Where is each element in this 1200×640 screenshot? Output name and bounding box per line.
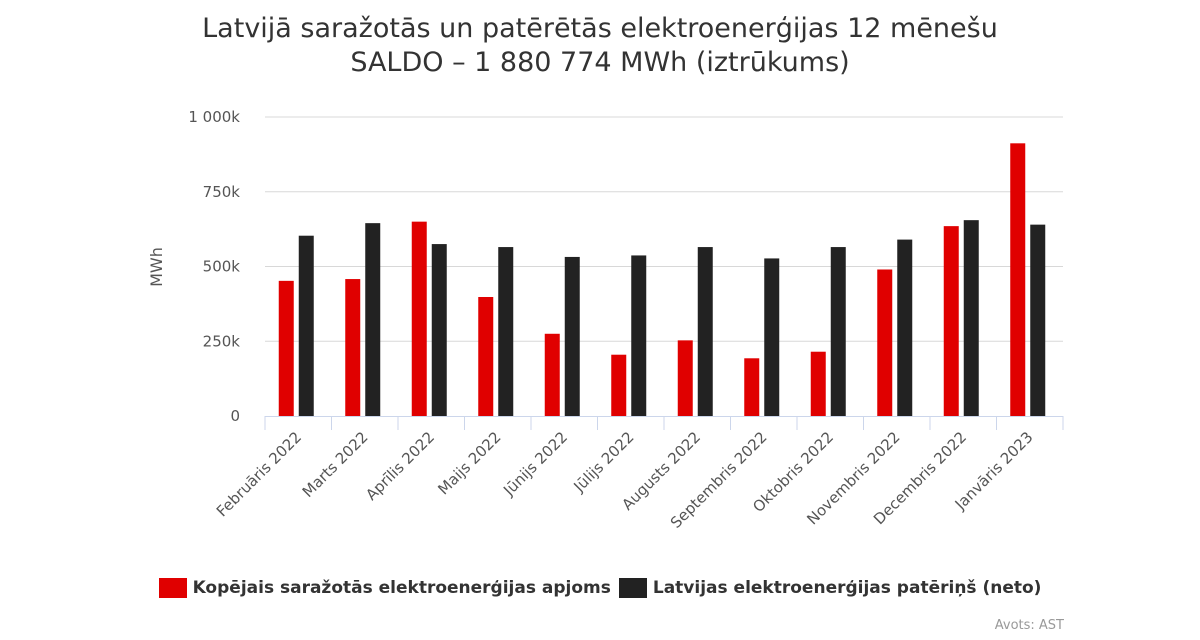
x-tick-label: Jūlijs 2022 xyxy=(570,428,638,496)
bar-production xyxy=(877,269,893,416)
legend-swatch-consumption xyxy=(618,578,647,598)
x-tick-label: Jūnijs 2022 xyxy=(499,428,571,500)
bar-consumption xyxy=(298,235,314,416)
bar-consumption xyxy=(1030,224,1046,416)
x-tick-label: Maijs 2022 xyxy=(434,428,504,498)
bar-production xyxy=(677,340,693,416)
bar-production xyxy=(544,333,560,416)
y-axis-title: MWh xyxy=(147,247,166,287)
x-tick-label: Marts 2022 xyxy=(299,428,372,501)
y-tick-label: 0 xyxy=(230,407,240,425)
y-tick-label: 500k xyxy=(203,258,241,276)
bar-consumption xyxy=(564,256,580,416)
bar-production xyxy=(1010,143,1026,416)
legend-swatch-production xyxy=(158,578,187,598)
source-credit: Avots: AST xyxy=(994,618,1064,633)
bar-production xyxy=(478,296,494,416)
chart-subtitle: SALDO – 1 880 774 MWh (iztrūkums) xyxy=(350,47,850,78)
bar-production xyxy=(943,226,959,416)
chart-title-block: Latvijā saražotās un patērētās elektroen… xyxy=(0,12,1200,80)
bar-consumption xyxy=(431,244,447,416)
legend: Kopējais saražotās elektroenerģijas apjo… xyxy=(0,578,1200,598)
legend-item-consumption[interactable]: Latvijas elektroenerģijas patēriņš (neto… xyxy=(618,578,1042,598)
y-tick-label: 250k xyxy=(203,332,241,350)
x-tick-label: Aprīlis 2022 xyxy=(362,428,438,504)
bar-consumption xyxy=(897,239,913,416)
y-tick-label: 750k xyxy=(203,183,241,201)
bar-consumption xyxy=(365,223,381,416)
legend-label-production: Kopējais saražotās elektroenerģijas apjo… xyxy=(192,578,611,598)
bar-production xyxy=(744,358,760,416)
y-tick-label: 1 000k xyxy=(188,108,240,126)
bar-consumption xyxy=(963,220,979,416)
bar-production xyxy=(611,354,627,416)
chart-title: Latvijā saražotās un patērētās elektroen… xyxy=(202,13,998,44)
bar-production xyxy=(810,351,826,416)
bar-consumption xyxy=(631,255,647,416)
legend-item-production[interactable]: Kopējais saražotās elektroenerģijas apjo… xyxy=(158,578,611,598)
bar-consumption xyxy=(764,258,780,416)
bar-production xyxy=(411,221,427,416)
bar-production xyxy=(278,280,294,416)
bar-production xyxy=(345,279,361,416)
bar-consumption xyxy=(697,247,713,416)
x-tick-label: Februāris 2022 xyxy=(213,428,305,520)
bar-consumption xyxy=(830,247,846,416)
bar-consumption xyxy=(498,247,514,416)
legend-label-consumption: Latvijas elektroenerģijas patēriņš (neto… xyxy=(652,578,1042,598)
